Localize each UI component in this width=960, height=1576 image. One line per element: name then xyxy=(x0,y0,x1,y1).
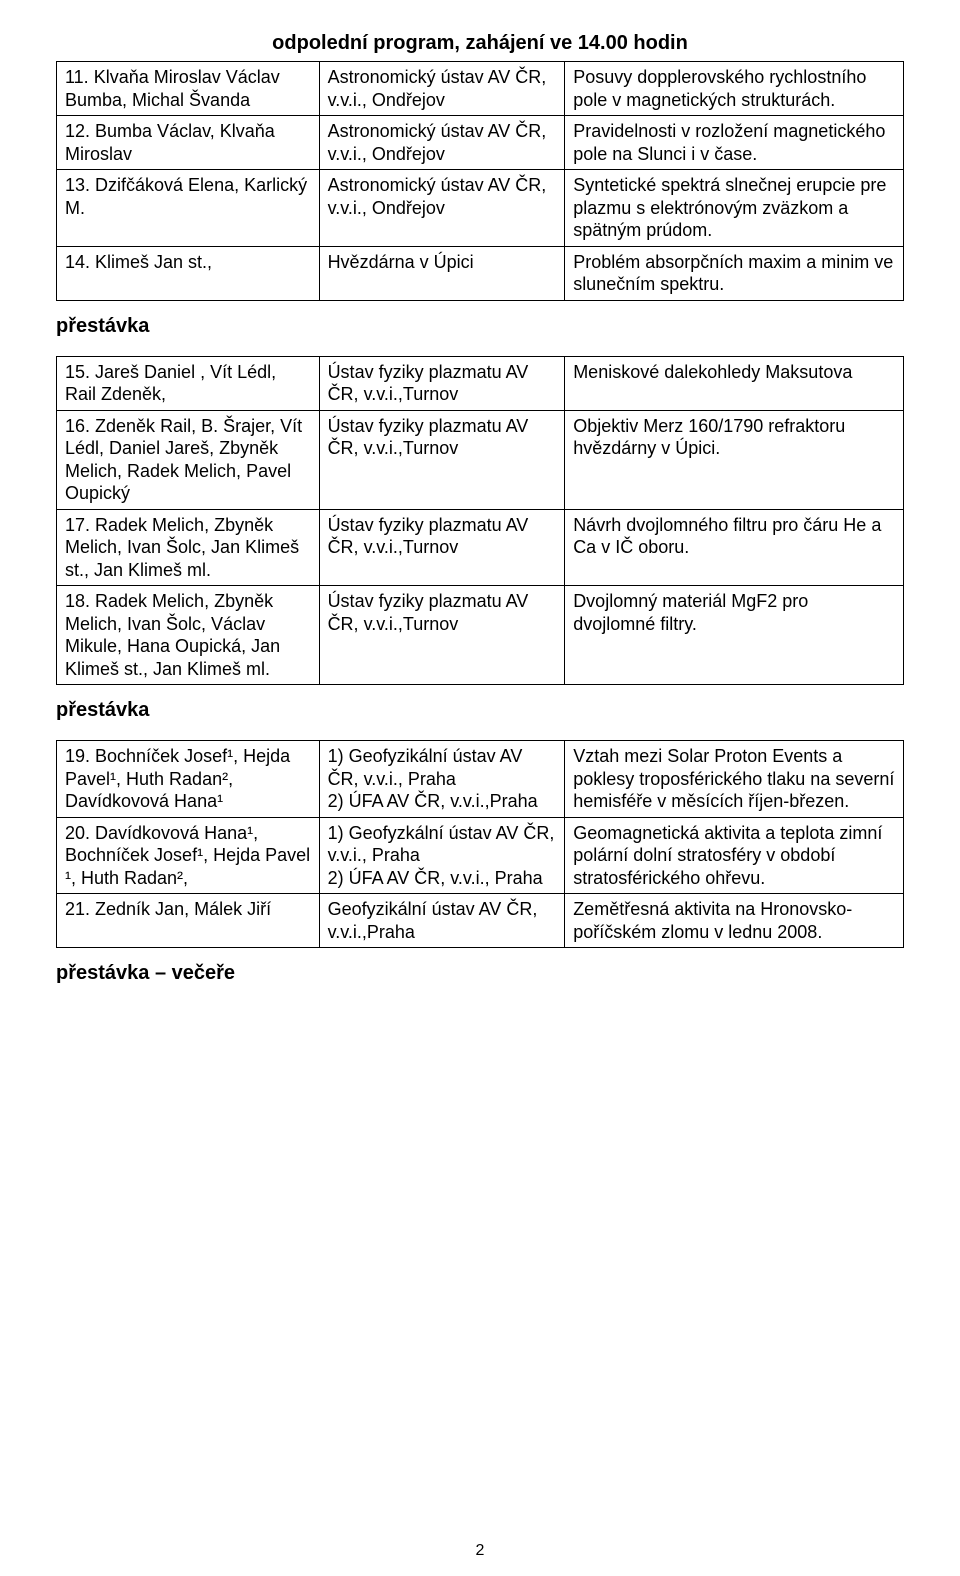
break-label-3: přestávka – večeře xyxy=(56,962,904,985)
table-cell: 1) Geofyzkální ústav AV ČR, v.v.i., Prah… xyxy=(319,817,565,894)
program-table-3-body: 19. Bochníček Josef¹, Hejda Pavel¹, Huth… xyxy=(57,741,904,948)
break-label-1: přestávka xyxy=(56,315,904,338)
table-cell: Astronomický ústav AV ČR, v.v.i., Ondřej… xyxy=(319,170,565,247)
table-cell: 1) Geofyzikální ústav AV ČR, v.v.i., Pra… xyxy=(319,741,565,818)
table-cell: 13. Dzifčáková Elena, Karlický M. xyxy=(57,170,320,247)
table-cell: 20. Davídkovová Hana¹, Bochníček Josef¹,… xyxy=(57,817,320,894)
table-cell: Geofyzikální ústav AV ČR, v.v.i.,Praha xyxy=(319,894,565,948)
table-row: 16. Zdeněk Rail, B. Šrajer, Vít Lédl, Da… xyxy=(57,410,904,509)
table-row: 21. Zedník Jan, Málek JiříGeofyzikální ú… xyxy=(57,894,904,948)
table-cell: Objektiv Merz 160/1790 refraktoru hvězdá… xyxy=(565,410,904,509)
table-cell: Posuvy dopplerovského rychlostního pole … xyxy=(565,62,904,116)
table-row: 18. Radek Melich, Zbyněk Melich, Ivan Šo… xyxy=(57,586,904,685)
table-cell: Astronomický ústav AV ČR, v.v.i., Ondřej… xyxy=(319,116,565,170)
table-row: 19. Bochníček Josef¹, Hejda Pavel¹, Huth… xyxy=(57,741,904,818)
table-cell: 12. Bumba Václav, Klvaňa Miroslav xyxy=(57,116,320,170)
table-cell: Syntetické spektrá slnečnej erupcie pre … xyxy=(565,170,904,247)
table-cell: 18. Radek Melich, Zbyněk Melich, Ivan Šo… xyxy=(57,586,320,685)
table-row: 13. Dzifčáková Elena, Karlický M.Astrono… xyxy=(57,170,904,247)
table-row: 11. Klvaňa Miroslav Václav Bumba, Michal… xyxy=(57,62,904,116)
table-cell: Astronomický ústav AV ČR, v.v.i., Ondřej… xyxy=(319,62,565,116)
table-cell: Problém absorpčních maxim a minim ve slu… xyxy=(565,246,904,300)
table-cell: 21. Zedník Jan, Málek Jiří xyxy=(57,894,320,948)
table-cell: Ústav fyziky plazmatu AV ČR, v.v.i.,Turn… xyxy=(319,356,565,410)
program-table-2: 15. Jareš Daniel , Vít Lédl, Rail Zdeněk… xyxy=(56,356,904,686)
table-cell: 19. Bochníček Josef¹, Hejda Pavel¹, Huth… xyxy=(57,741,320,818)
program-table-1-body: 11. Klvaňa Miroslav Václav Bumba, Michal… xyxy=(57,62,904,301)
table-cell: Ústav fyziky plazmatu AV ČR, v.v.i.,Turn… xyxy=(319,410,565,509)
table-cell: 14. Klimeš Jan st., xyxy=(57,246,320,300)
table-cell: Dvojlomný materiál MgF2 pro dvojlomné fi… xyxy=(565,586,904,685)
table-row: 15. Jareš Daniel , Vít Lédl, Rail Zdeněk… xyxy=(57,356,904,410)
table-row: 20. Davídkovová Hana¹, Bochníček Josef¹,… xyxy=(57,817,904,894)
break-label-2: přestávka xyxy=(56,699,904,722)
table-cell: Meniskové dalekohledy Maksutova xyxy=(565,356,904,410)
table-cell: Zemětřesná aktivita na Hronovsko-poříčsk… xyxy=(565,894,904,948)
table-cell: Hvězdárna v Úpici xyxy=(319,246,565,300)
table-cell: 17. Radek Melich, Zbyněk Melich, Ivan Šo… xyxy=(57,509,320,586)
table-cell: Ústav fyziky plazmatu AV ČR, v.v.i.,Turn… xyxy=(319,586,565,685)
table-cell: 16. Zdeněk Rail, B. Šrajer, Vít Lédl, Da… xyxy=(57,410,320,509)
page: odpolední program, zahájení ve 14.00 hod… xyxy=(0,0,960,1576)
program-table-3: 19. Bochníček Josef¹, Hejda Pavel¹, Huth… xyxy=(56,740,904,948)
table-cell: 11. Klvaňa Miroslav Václav Bumba, Michal… xyxy=(57,62,320,116)
page-number: 2 xyxy=(0,1542,960,1560)
program-table-1: 11. Klvaňa Miroslav Václav Bumba, Michal… xyxy=(56,61,904,301)
section-heading: odpolední program, zahájení ve 14.00 hod… xyxy=(56,32,904,55)
table-cell: Geomagnetická aktivita a teplota zimní p… xyxy=(565,817,904,894)
table-cell: Ústav fyziky plazmatu AV ČR, v.v.i.,Turn… xyxy=(319,509,565,586)
table-cell: 15. Jareš Daniel , Vít Lédl, Rail Zdeněk… xyxy=(57,356,320,410)
program-table-2-body: 15. Jareš Daniel , Vít Lédl, Rail Zdeněk… xyxy=(57,356,904,685)
table-row: 12. Bumba Václav, Klvaňa MiroslavAstrono… xyxy=(57,116,904,170)
table-row: 14. Klimeš Jan st.,Hvězdárna v ÚpiciProb… xyxy=(57,246,904,300)
table-cell: Návrh dvojlomného filtru pro čáru He a C… xyxy=(565,509,904,586)
table-row: 17. Radek Melich, Zbyněk Melich, Ivan Šo… xyxy=(57,509,904,586)
table-cell: Vztah mezi Solar Proton Events a poklesy… xyxy=(565,741,904,818)
table-cell: Pravidelnosti v rozložení magnetického p… xyxy=(565,116,904,170)
